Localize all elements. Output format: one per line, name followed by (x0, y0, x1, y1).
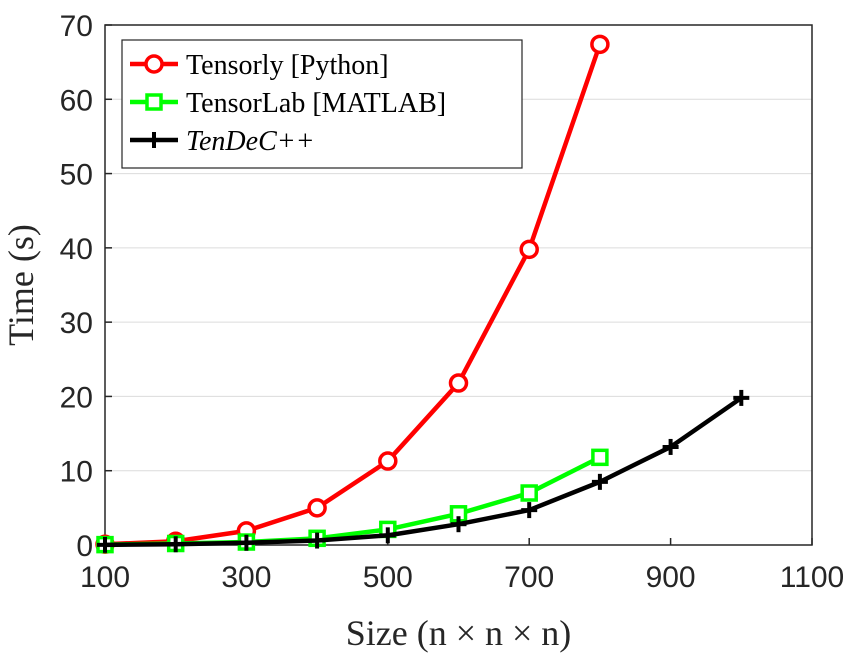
legend-box (121, 39, 523, 169)
series-line (104, 43, 603, 547)
data-point (167, 536, 184, 553)
data-point (238, 534, 255, 551)
y-tick-label: 30 (60, 307, 93, 340)
y-tick-label: 40 (60, 233, 93, 266)
y-axis-label: Time (s) (1, 224, 41, 346)
data-point (519, 239, 539, 260)
data-point (591, 448, 609, 467)
data-point (450, 516, 467, 533)
legend-marker (144, 54, 164, 74)
series-layer (95, 34, 750, 555)
legend-marker (145, 93, 163, 111)
data-point (97, 536, 113, 553)
series-line (104, 396, 743, 548)
x-tick-label: 700 (504, 561, 554, 594)
data-point (591, 473, 608, 490)
data-point (590, 34, 610, 55)
legend-item: TensorLab [MATLAB] (130, 88, 446, 119)
legend-item: Tensorly [Python] (130, 50, 389, 81)
x-tick-label: 500 (363, 561, 413, 594)
data-point (520, 484, 538, 502)
data-point (662, 438, 679, 455)
x-axis-label: Size (n × n × n) (346, 613, 572, 653)
legend-label: TenDeC++ (186, 126, 315, 157)
y-tick-label: 50 (60, 159, 93, 192)
data-point (378, 451, 398, 471)
legend-label: TensorLab [MATLAB] (186, 88, 446, 119)
x-tick-label: 900 (646, 561, 696, 594)
legend-item: TenDeC++ (130, 126, 315, 157)
data-point (307, 498, 327, 518)
y-tick-label: 70 (60, 10, 93, 43)
data-point (521, 502, 538, 519)
series-2 (97, 389, 750, 553)
data-point (448, 373, 469, 393)
y-axis: 0 10 20 30 40 50 60 70 (60, 10, 112, 563)
y-tick-label: 10 (60, 456, 93, 489)
data-point (379, 527, 396, 544)
y-tick-label: 60 (60, 84, 93, 117)
x-axis: 100 300 500 700 900 1100 (80, 538, 844, 594)
x-tick-label: 300 (221, 561, 271, 594)
data-point (733, 389, 750, 406)
plot-frame (104, 24, 813, 546)
x-tick-label: 100 (80, 561, 130, 594)
x-tick-label: 1100 (780, 561, 845, 594)
data-point (309, 532, 326, 549)
y-tick-label: 20 (60, 381, 93, 414)
y-tick-label: 0 (76, 530, 93, 563)
legend: Tensorly [Python] TensorLab [MATLAB] TenDe… (121, 39, 523, 169)
legend-marker (146, 132, 162, 148)
legend-label: Tensorly [Python] (186, 50, 389, 81)
